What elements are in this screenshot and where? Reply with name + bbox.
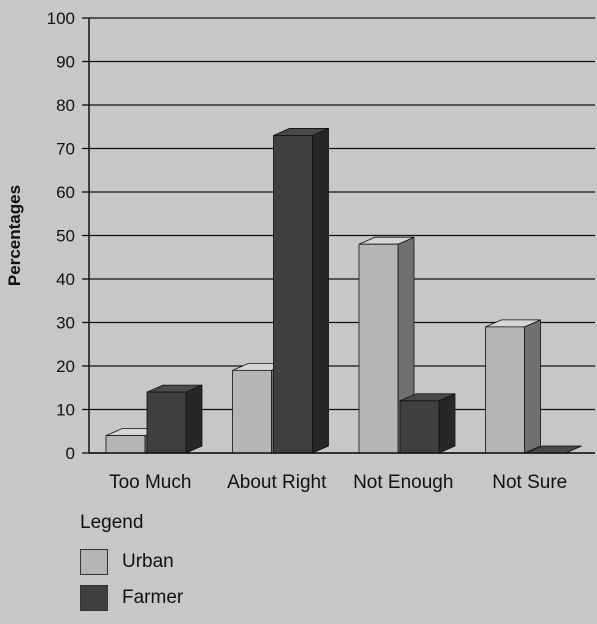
bar-side-urban-not-sure xyxy=(524,319,541,454)
y-tick-label-70: 70 xyxy=(56,140,75,159)
bar-urban-about-right xyxy=(232,369,272,454)
legend-swatch-urban xyxy=(80,549,108,575)
x-tick-label-not-sure: Not Sure xyxy=(492,472,567,493)
x-tick-label-too-much: Too Much xyxy=(109,472,191,493)
y-tick-label-10: 10 xyxy=(56,401,75,420)
y-tick-label-90: 90 xyxy=(56,53,75,72)
y-tick-label-20: 20 xyxy=(56,357,75,376)
y-axis-title: Percentages xyxy=(5,185,24,286)
bar-farmer-about-right xyxy=(273,135,313,454)
y-tick-label-60: 60 xyxy=(56,183,75,202)
legend-label-farmer: Farmer xyxy=(122,587,184,608)
legend: Legend Urban Farmer xyxy=(80,512,183,616)
bar-side-farmer-about-right xyxy=(312,127,329,454)
y-tick-label-0: 0 xyxy=(66,444,75,463)
y-tick-label-40: 40 xyxy=(56,270,75,289)
legend-title: Legend xyxy=(80,512,144,533)
legend-item-urban: Urban xyxy=(80,544,183,580)
y-tick-label-30: 30 xyxy=(56,314,75,333)
x-tick-label-not-enough: Not Enough xyxy=(353,472,453,493)
bar-farmer-not-enough xyxy=(399,400,440,454)
legend-label-urban: Urban xyxy=(122,551,174,572)
y-tick-label-80: 80 xyxy=(56,96,75,115)
bar-urban-not-enough xyxy=(358,243,399,454)
legend-item-farmer: Farmer xyxy=(80,580,183,616)
y-tick-label-50: 50 xyxy=(56,227,75,246)
bar-side-farmer-not-enough xyxy=(438,393,456,454)
bar-urban-not-sure xyxy=(485,326,525,454)
x-tick-label-about-right: About Right xyxy=(227,472,327,493)
bar-side-farmer-too-much xyxy=(185,384,203,454)
y-tick-label-100: 100 xyxy=(47,9,75,28)
bar-urban-too-much xyxy=(105,435,146,454)
bar-farmer-too-much xyxy=(146,391,187,454)
legend-swatch-farmer xyxy=(80,585,108,611)
